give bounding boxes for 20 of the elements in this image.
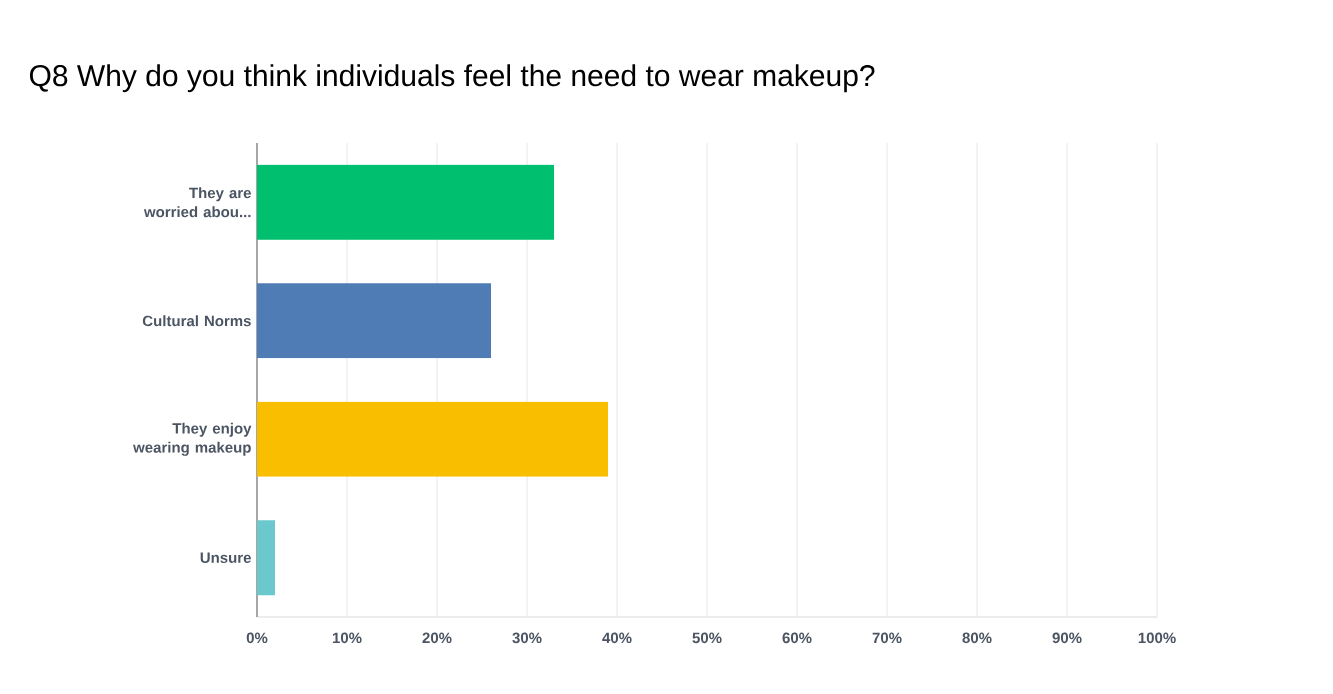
x-tick-label: 10% bbox=[332, 632, 362, 644]
x-tick-label: 0% bbox=[246, 632, 268, 644]
x-tick-label: 30% bbox=[512, 632, 542, 644]
x-tick-label: 20% bbox=[422, 632, 452, 644]
y-tick-label: Unsure bbox=[200, 552, 251, 563]
x-tick-label: 90% bbox=[1052, 632, 1082, 644]
bar bbox=[257, 283, 491, 359]
chart-title: Q8 Why do you think individuals feel the need to wear makeup? bbox=[29, 64, 875, 93]
x-tick-label: 100% bbox=[1138, 632, 1176, 644]
x-tick-label: 70% bbox=[872, 632, 902, 644]
x-tick-label: 40% bbox=[602, 632, 632, 644]
x-tick-label: 80% bbox=[962, 632, 992, 644]
y-tick-label: They are worried abou... bbox=[143, 187, 251, 218]
bar bbox=[257, 401, 609, 477]
x-tick-label: 60% bbox=[782, 632, 812, 644]
x-tick-label: 50% bbox=[692, 632, 722, 644]
bar bbox=[257, 164, 554, 240]
y-tick-label: They enjoy wearing makeup bbox=[133, 422, 252, 456]
bar bbox=[257, 520, 275, 596]
y-tick-label: Cultural Norms bbox=[142, 315, 251, 327]
